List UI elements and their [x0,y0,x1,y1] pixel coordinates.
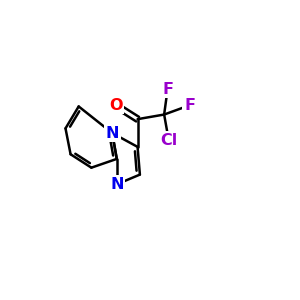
Text: N: N [105,125,119,140]
Text: O: O [109,98,122,113]
Text: F: F [184,98,195,113]
Text: F: F [162,82,173,97]
Text: Cl: Cl [160,133,177,148]
Text: N: N [110,177,124,192]
